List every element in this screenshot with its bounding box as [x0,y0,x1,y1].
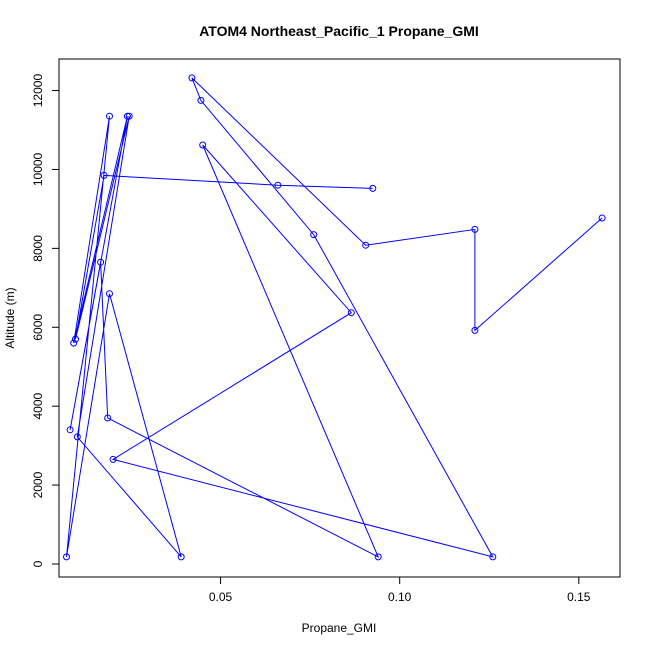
y-tick-label: 0 [31,560,45,567]
data-point [197,96,205,104]
data-point [177,553,185,561]
x-axis: 0.05 0.10 0.15 [209,576,591,604]
data-point [199,141,207,149]
data-point [109,455,117,463]
chart-title: ATOM4 Northeast_Pacific_1 Propane_GMI [199,23,479,39]
data-point [471,225,479,233]
data-point [362,241,370,249]
data-point [347,309,355,317]
data-point [123,112,131,120]
series-line [66,77,603,558]
data-point [70,339,78,347]
x-axis-label: Propane_GMI [302,621,377,635]
y-tick-label: 4000 [31,393,45,420]
y-tick-label: 6000 [31,314,45,341]
x-tick-label: 0.15 [567,590,591,604]
data-point [598,214,606,222]
data-point [188,74,196,82]
y-tick-label: 12000 [31,74,45,108]
data-point [274,181,282,189]
data-point [471,326,479,334]
data-point [106,290,113,298]
data-point [310,231,318,239]
series-layer [63,74,606,561]
x-tick-label: 0.05 [209,590,233,604]
x-tick-label: 0.10 [388,590,412,604]
data-point [106,112,113,120]
data-point [72,335,79,343]
y-tick-label: 2000 [31,471,45,498]
data-point [104,414,112,422]
y-tick-label: 8000 [31,235,45,262]
data-point [66,426,74,434]
data-point [374,553,382,561]
data-point [100,171,108,179]
data-point [63,553,70,561]
data-point [489,553,497,561]
data-point [369,184,377,192]
plot-frame [58,58,621,578]
y-axis: 0 2000 4000 6000 8000 10000 12000 [31,74,60,567]
y-axis-label: Altitude (m) [3,287,17,348]
y-tick-label: 10000 [31,152,45,186]
data-point [73,433,81,441]
data-point [97,258,105,266]
